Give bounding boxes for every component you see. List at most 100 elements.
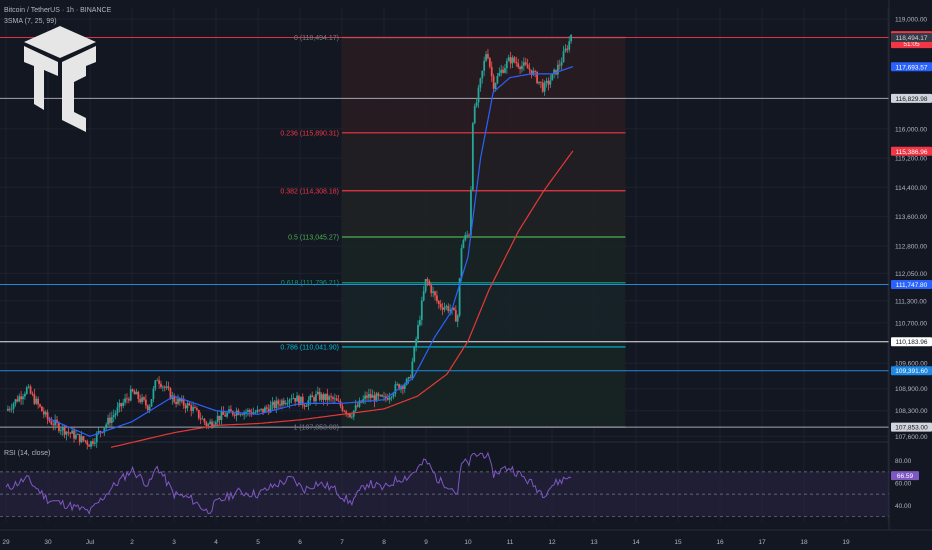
candle-body <box>116 407 119 414</box>
fib-band <box>342 236 626 283</box>
candle-body <box>211 421 213 427</box>
candle-body <box>566 48 569 50</box>
candle-body <box>504 68 506 73</box>
sma-slow-line <box>110 150 574 448</box>
price-tick-label: 108,300.00 <box>895 408 928 415</box>
candle-body <box>14 399 17 404</box>
candle-body <box>131 389 134 392</box>
candle-body <box>471 123 474 190</box>
candle-body <box>248 410 251 413</box>
candle-body <box>175 401 177 404</box>
time-tick-label: 8 <box>382 539 386 546</box>
candle-body <box>560 62 563 66</box>
candle-body <box>24 393 26 397</box>
candle-body <box>473 106 476 124</box>
candle-body <box>148 406 151 411</box>
candle-body <box>417 325 419 340</box>
rsi-line <box>5 451 572 515</box>
candle-body <box>347 413 349 415</box>
candle-body <box>509 57 512 64</box>
candle-body <box>59 430 62 432</box>
price-badge <box>891 422 932 432</box>
candle-body <box>305 405 308 407</box>
candle-body <box>186 403 189 409</box>
candle-body <box>156 380 159 382</box>
candle-body <box>441 307 444 310</box>
candle-body <box>75 434 77 439</box>
candle-body <box>61 426 64 431</box>
candle-body <box>84 440 87 442</box>
time-tick-label: 19 <box>842 539 850 546</box>
candle-body <box>277 400 280 405</box>
candle-body <box>481 70 484 79</box>
candle-body <box>127 399 130 401</box>
candle-body <box>326 393 329 401</box>
candle-body <box>158 380 160 384</box>
candle-body <box>315 394 317 402</box>
candle-body <box>366 395 368 398</box>
time-tick-label: 11 <box>507 539 514 546</box>
rsi-title: RSI (14, close) <box>4 450 51 457</box>
candle-body <box>107 417 109 425</box>
time-axis: 29 30 Jul 2 3 4 5 6 7 8 9 10 11 12 13 14 15 16 17 18 19 <box>0 529 932 550</box>
candle-body <box>163 386 166 388</box>
candle-body <box>362 399 365 403</box>
candle-body <box>10 408 13 410</box>
rsi-tick-label: 40.00 <box>895 503 912 510</box>
time-tick-label: 6 <box>298 539 302 546</box>
candle-body <box>547 80 550 85</box>
time-tick-label: 18 <box>800 539 808 546</box>
candle-body <box>528 68 531 70</box>
candle-body <box>22 396 24 400</box>
candle-body <box>218 415 221 420</box>
candle-body <box>154 380 157 389</box>
candle-body <box>381 394 384 397</box>
candle-body <box>44 412 47 415</box>
candle-body <box>443 307 446 310</box>
candle-body <box>507 57 510 62</box>
candle-body <box>318 391 321 400</box>
candle-body <box>488 58 491 67</box>
candle-body <box>383 396 385 398</box>
candle-body <box>462 240 465 249</box>
price-axis-bg <box>889 0 932 550</box>
candle-body <box>502 69 504 73</box>
fibonacci-labels: 0 (118,494.17) 0.236 (115,890.31) 0.382 (1… <box>280 35 339 432</box>
candle-body <box>112 415 115 418</box>
candle-body <box>27 386 30 388</box>
candle-body <box>430 285 433 294</box>
candle-body <box>350 416 353 418</box>
candle-body <box>454 310 457 322</box>
candle-body <box>460 248 463 279</box>
fib-level-label: 0.618 (111,796.21) <box>281 280 339 287</box>
candle-body <box>264 407 266 413</box>
candle-body <box>161 386 164 388</box>
candle-body <box>37 398 40 405</box>
price-tick-label: 109,600.00 <box>895 361 928 368</box>
fib-band <box>342 346 626 428</box>
candle-body <box>564 48 567 52</box>
candle-body <box>122 402 125 407</box>
candle-body <box>526 64 529 69</box>
candle-body <box>31 393 34 395</box>
candle-body <box>267 408 270 413</box>
candle-body <box>447 306 450 312</box>
candle-body <box>258 409 261 411</box>
candle-body <box>120 403 123 407</box>
time-tick-label: 12 <box>548 539 556 546</box>
candle-body <box>538 81 540 84</box>
candle-body <box>367 394 370 398</box>
candle-body <box>169 388 172 400</box>
candle-body <box>33 394 36 404</box>
candle-body <box>88 444 91 447</box>
candle-body <box>373 395 376 402</box>
price-tick-label: 108,900.00 <box>895 386 928 393</box>
candle-body <box>551 73 554 81</box>
candle-body <box>110 417 113 423</box>
candle-body <box>284 403 287 405</box>
candle-body <box>292 398 295 399</box>
rsi-badge <box>891 471 919 481</box>
rsi-pane <box>0 451 889 517</box>
candle-body <box>86 441 89 445</box>
